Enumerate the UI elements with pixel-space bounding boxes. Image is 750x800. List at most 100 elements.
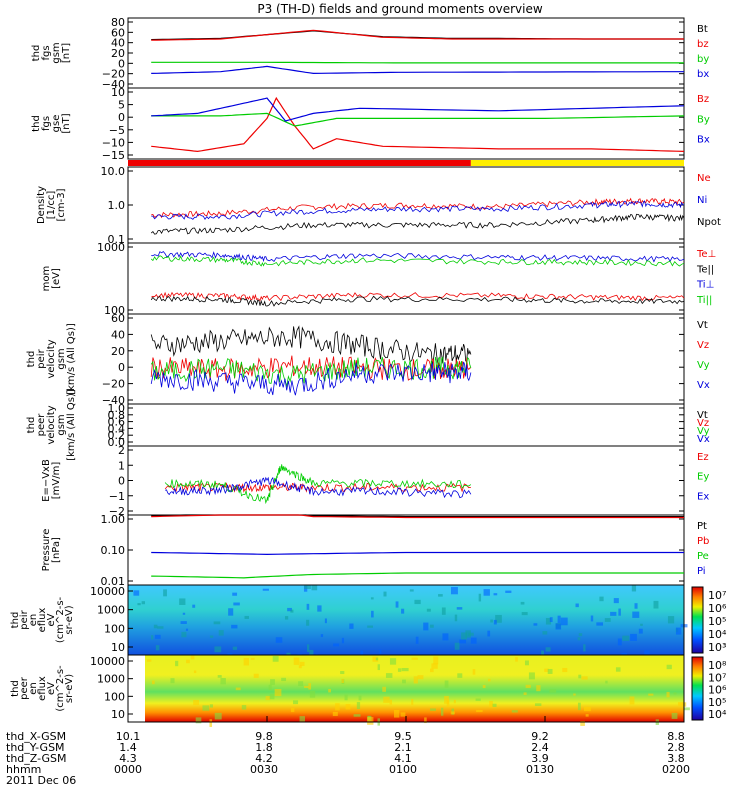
footer-cell: 4.1 — [394, 752, 412, 765]
y-axis-label: [nPa] — [51, 537, 62, 563]
spectrogram-cell — [284, 616, 289, 620]
y-axis-label: [1/cc] — [46, 191, 57, 220]
footer-cell: 1.8 — [255, 741, 273, 754]
series-line-Bx — [151, 97, 685, 122]
y-tick-label: 1 — [118, 459, 125, 472]
spectrogram-cell — [228, 608, 234, 616]
y-axis-label: thd — [10, 680, 21, 697]
y-axis-label: eflux — [37, 608, 48, 633]
y-tick-label: 0.1 — [108, 233, 126, 246]
y-axis-label: gsm — [56, 414, 67, 435]
spectrogram-cell — [146, 659, 152, 662]
spectrogram-cell — [235, 687, 241, 691]
legend-entry: by — [697, 54, 709, 65]
spectrogram-cell — [505, 590, 512, 593]
colorbar-tick-label: 10⁴ — [708, 628, 727, 641]
spectrogram-cell — [298, 681, 304, 687]
spectrogram-cell — [524, 660, 529, 666]
spectrogram-cell — [446, 699, 450, 708]
spectrogram-cell — [180, 621, 187, 624]
spectrogram-cell — [671, 712, 678, 719]
y-tick-label: 0.0 — [108, 436, 126, 449]
y-tick-label: 10000 — [90, 585, 125, 598]
spectrogram-cell — [438, 594, 443, 597]
spectrogram-cell — [545, 617, 552, 625]
spectrogram-cell — [306, 603, 310, 610]
spectrogram-cell — [585, 714, 589, 717]
spectrogram-cell — [640, 623, 643, 626]
series-line-bz — [151, 29, 684, 41]
footer-cell: 2.4 — [531, 741, 549, 754]
y-tick-label: 2 — [118, 444, 125, 457]
spectrogram-cell — [307, 644, 310, 652]
spectrogram-cell — [409, 589, 414, 592]
y-tick-label: 1000 — [97, 241, 125, 254]
spectrogram-cell — [360, 650, 364, 656]
panel-frame — [127, 242, 685, 315]
y-tick-label: −40 — [102, 78, 125, 91]
spectrogram-cell — [444, 696, 449, 704]
spectrogram-cell — [490, 619, 493, 623]
footer-cell: 9.8 — [255, 730, 273, 743]
y-axis-label: mom — [41, 266, 52, 292]
y-axis-label: [cm-3] — [56, 188, 67, 221]
spectrogram-cell — [622, 635, 630, 641]
series-line-Npot — [150, 213, 685, 235]
legend-entry: Te|| — [696, 264, 714, 275]
y-tick-label: −10 — [102, 136, 125, 149]
spectrogram-cell — [377, 664, 380, 671]
series-line-Ni — [151, 200, 685, 220]
y-tick-label: 40 — [111, 37, 125, 50]
y-tick-label: 1.0 — [108, 199, 126, 212]
spectrogram-cell — [397, 668, 402, 672]
spectrogram-cell — [244, 615, 250, 619]
spectrogram-cell — [683, 707, 690, 711]
footer-cell: 2.1 — [394, 741, 412, 754]
footer-cell: 1.4 — [119, 741, 137, 754]
y-axis-label: [mV/m] — [51, 462, 62, 500]
footer-cell: 9.2 — [531, 730, 549, 743]
mode-bar-segment — [470, 160, 684, 166]
spectrogram-cell — [293, 700, 299, 705]
y-tick-label: 0.01 — [101, 575, 126, 588]
spectrogram-cell — [382, 686, 386, 692]
spectrogram-cell — [190, 655, 195, 660]
series-line-Pi — [151, 551, 684, 556]
spectrogram-cell — [233, 602, 240, 606]
spectrogram-cell — [613, 598, 619, 604]
spectrogram-cell — [545, 647, 551, 652]
y-axis-label: gsm — [56, 348, 67, 369]
spectrogram-cell — [653, 600, 659, 609]
spectrogram-cell — [401, 608, 405, 614]
y-axis-label: gse — [51, 115, 62, 133]
spectrogram-cell — [311, 585, 318, 591]
spectrogram-cell — [667, 616, 675, 624]
y-tick-label: 10000 — [90, 655, 125, 668]
spectrogram-cell — [465, 630, 471, 638]
y-axis-label: thd — [10, 612, 21, 629]
spectrogram-cell — [557, 615, 561, 624]
panel-temperature: 1000 100 mom [eV] Te⊥ Te|| Ti⊥ Ti|| — [41, 241, 716, 317]
spectrogram-cell — [629, 696, 635, 705]
spectrogram-cell — [202, 705, 210, 711]
colorbar-tick-label: 10⁸ — [708, 659, 727, 672]
spectrogram-cell — [345, 704, 351, 710]
spectrogram-cell — [483, 589, 490, 596]
spectrogram-cell — [232, 646, 238, 650]
spectrogram-cell — [423, 622, 429, 631]
spectrogram-cell — [414, 599, 421, 605]
spectrogram-cell — [533, 623, 538, 626]
spectrogram-cell — [141, 601, 146, 605]
spectrogram-cell — [275, 637, 283, 643]
y-tick-label: −15 — [102, 149, 125, 162]
spectrogram-cell — [426, 608, 431, 612]
spectrogram-cell — [648, 693, 654, 696]
panel-efield: 2 1 0 −1 −2 E=−VxB [mV/m] Ez Ey Ex — [41, 444, 709, 518]
spectrogram-cell — [461, 632, 468, 640]
legend-entry: Ti|| — [696, 295, 712, 306]
panel-frame — [127, 313, 685, 405]
panel-frame — [127, 403, 685, 447]
spectrogram-cell — [367, 717, 374, 725]
y-tick-label: 0 — [118, 475, 125, 488]
